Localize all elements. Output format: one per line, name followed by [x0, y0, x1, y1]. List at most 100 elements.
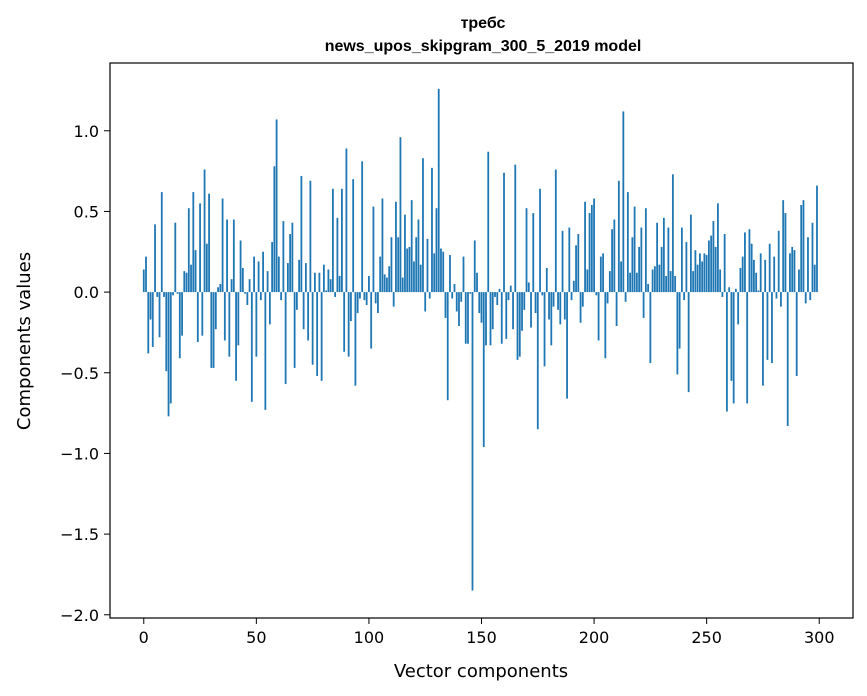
bar	[372, 206, 375, 293]
bar	[176, 292, 179, 294]
bar	[327, 269, 330, 293]
bar	[383, 274, 386, 293]
bar	[363, 292, 366, 301]
bar	[683, 292, 686, 301]
bar	[678, 292, 681, 349]
bar	[699, 253, 701, 293]
bar	[635, 272, 638, 293]
bar	[665, 275, 668, 293]
bar	[257, 261, 260, 293]
bar	[415, 237, 418, 293]
y-tick-label: −0.5	[60, 364, 99, 383]
bar	[597, 292, 600, 341]
bar	[802, 200, 805, 293]
bar	[534, 292, 537, 314]
bar	[813, 264, 816, 293]
bar	[156, 292, 159, 297]
bar	[689, 214, 692, 293]
bar	[633, 206, 636, 293]
bar	[611, 229, 613, 293]
bar	[811, 222, 814, 293]
bar	[467, 292, 469, 344]
bar	[723, 234, 726, 293]
bar	[232, 219, 235, 293]
bar	[458, 292, 460, 326]
y-tick-label: −1.5	[60, 525, 99, 544]
bar	[795, 292, 798, 376]
bar	[755, 272, 758, 293]
bar	[435, 208, 438, 293]
bar	[545, 267, 548, 293]
bar	[377, 292, 379, 314]
bar	[568, 227, 571, 293]
bar	[753, 259, 755, 293]
bar	[199, 203, 201, 293]
bar	[151, 292, 154, 347]
bar	[359, 292, 361, 299]
bar	[169, 292, 172, 404]
bar	[304, 263, 307, 293]
bar	[214, 292, 217, 330]
bar	[777, 230, 780, 293]
bar	[512, 292, 514, 330]
bar	[464, 292, 467, 344]
bar	[298, 259, 301, 293]
bar	[572, 280, 575, 293]
bar	[674, 275, 677, 293]
bar	[295, 292, 298, 310]
bar	[728, 287, 731, 293]
bar	[687, 292, 690, 393]
bar	[739, 267, 742, 293]
bar	[241, 267, 244, 293]
bar	[800, 204, 803, 293]
bar	[629, 272, 631, 293]
bar	[361, 161, 364, 293]
bar	[744, 232, 746, 293]
bar	[187, 208, 190, 293]
y-tick-label: 1.0	[74, 122, 99, 141]
bar	[275, 119, 278, 293]
bar	[370, 292, 373, 349]
bar	[316, 292, 319, 376]
bar	[768, 243, 771, 293]
bar	[685, 242, 688, 293]
bar	[473, 240, 476, 293]
bar	[516, 292, 519, 360]
bar	[631, 237, 634, 293]
bar	[608, 271, 611, 293]
bar	[469, 292, 472, 294]
bar	[226, 219, 228, 293]
bar	[172, 292, 174, 296]
bar	[165, 292, 168, 372]
bar	[282, 221, 285, 293]
bar	[708, 240, 710, 293]
bar	[552, 292, 555, 307]
y-tick-label: −1.0	[60, 444, 99, 463]
bar	[577, 234, 580, 293]
bar	[476, 272, 478, 293]
bar	[451, 292, 454, 299]
x-tick-label: 50	[246, 628, 266, 647]
bar	[604, 292, 607, 359]
bar	[791, 246, 794, 293]
bar	[541, 292, 544, 296]
bar	[773, 256, 776, 293]
bar	[757, 290, 760, 293]
bar	[789, 253, 791, 293]
bar	[748, 229, 751, 293]
y-axis-label: Components values	[14, 252, 35, 430]
bar	[712, 221, 715, 293]
bar	[368, 275, 370, 293]
bar	[626, 192, 629, 293]
bar	[264, 292, 267, 410]
bar	[782, 200, 785, 293]
bar	[658, 264, 661, 293]
bar	[548, 292, 550, 320]
bar	[570, 292, 573, 301]
bar	[381, 198, 384, 293]
bar	[291, 222, 294, 293]
bar	[163, 292, 165, 297]
bar	[719, 269, 722, 293]
bar	[352, 179, 355, 293]
bar	[771, 292, 773, 364]
